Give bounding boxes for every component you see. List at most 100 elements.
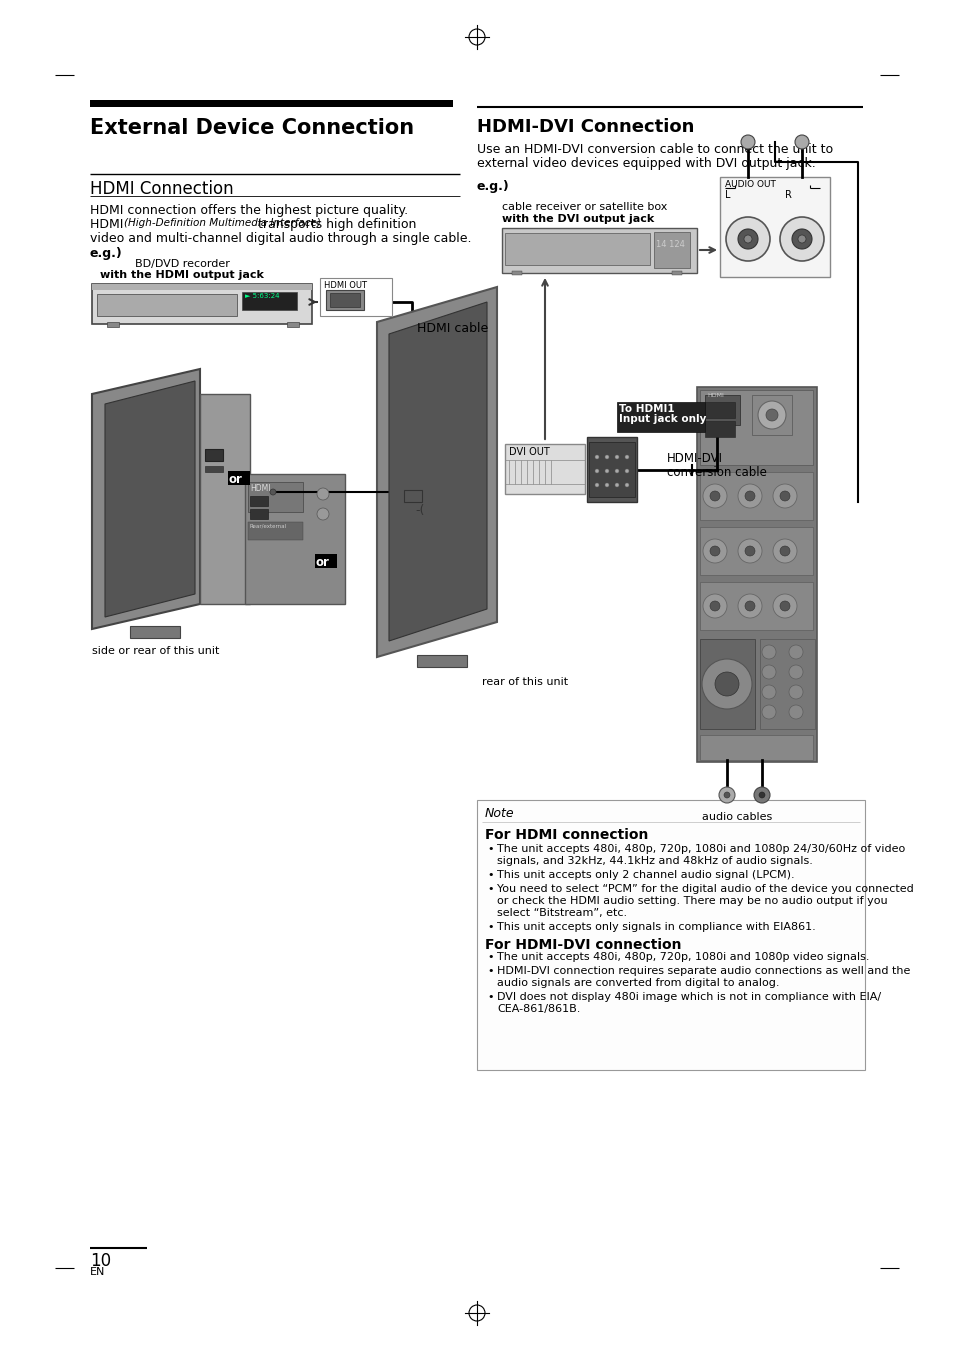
Text: Use an HDMI-DVI conversion cable to connect the unit to: Use an HDMI-DVI conversion cable to conn…: [476, 143, 832, 157]
Circle shape: [738, 539, 761, 563]
Text: HDMI-DVI connection requires separate audio connections as well and the: HDMI-DVI connection requires separate au…: [497, 967, 909, 976]
Bar: [330, 293, 359, 306]
Bar: [704, 421, 734, 437]
Bar: [720, 177, 829, 277]
Circle shape: [604, 483, 608, 487]
Circle shape: [709, 601, 720, 612]
Circle shape: [738, 594, 761, 618]
Bar: [671, 271, 681, 275]
Text: R: R: [784, 190, 791, 200]
Circle shape: [772, 485, 796, 508]
Circle shape: [744, 545, 754, 556]
Text: DVI does not display 480i image which is not in compliance with EIA/: DVI does not display 480i image which is…: [497, 992, 881, 1002]
Text: 10: 10: [90, 1251, 111, 1270]
Text: rear of this unit: rear of this unit: [481, 676, 568, 687]
Bar: [704, 402, 734, 418]
Text: or: or: [315, 556, 330, 568]
Circle shape: [595, 455, 598, 459]
Bar: [476, 801, 864, 1071]
Text: For HDMI connection: For HDMI connection: [484, 828, 648, 842]
Text: •: •: [486, 922, 493, 931]
Circle shape: [604, 468, 608, 472]
Text: e.g.): e.g.): [476, 180, 509, 193]
Text: HDMI: HDMI: [90, 217, 128, 231]
Circle shape: [794, 135, 808, 148]
Circle shape: [725, 217, 769, 261]
Circle shape: [772, 539, 796, 563]
Text: This unit accepts only signals in compliance with EIA861.: This unit accepts only signals in compli…: [497, 922, 815, 931]
Bar: [107, 323, 119, 327]
Circle shape: [624, 483, 628, 487]
Circle shape: [761, 705, 775, 720]
Text: HDMI: HDMI: [250, 485, 271, 493]
Text: HDMI OUT: HDMI OUT: [324, 281, 367, 290]
Bar: [242, 292, 296, 311]
Text: AUDIO OUT: AUDIO OUT: [724, 180, 775, 189]
Polygon shape: [91, 369, 200, 629]
Circle shape: [759, 792, 764, 798]
Text: video and multi-channel digital audio through a single cable.: video and multi-channel digital audio th…: [90, 232, 471, 244]
Circle shape: [743, 235, 751, 243]
Text: HDMI-DVI Connection: HDMI-DVI Connection: [476, 117, 694, 136]
Bar: [504, 444, 584, 494]
Text: external video devices equipped with DVI output jack.: external video devices equipped with DVI…: [476, 157, 815, 170]
Text: The unit accepts 480i, 480p, 720p, 1080i and 1080p 24/30/60Hz of video: The unit accepts 480i, 480p, 720p, 1080i…: [497, 844, 904, 855]
Text: EN: EN: [90, 1268, 105, 1277]
Circle shape: [761, 645, 775, 659]
Text: DVI OUT: DVI OUT: [509, 447, 549, 458]
Text: 14 124: 14 124: [656, 240, 684, 248]
Text: HDMI connection offers the highest picture quality.: HDMI connection offers the highest pictu…: [90, 204, 408, 217]
Bar: [704, 396, 740, 425]
Circle shape: [270, 489, 275, 495]
Bar: [91, 284, 312, 290]
Circle shape: [744, 601, 754, 612]
Text: ► 5:63:24: ► 5:63:24: [245, 293, 279, 298]
Text: The unit accepts 480i, 480p, 720p, 1080i and 1080p video signals.: The unit accepts 480i, 480p, 720p, 1080i…: [497, 952, 868, 963]
Bar: [205, 466, 223, 472]
Circle shape: [753, 787, 769, 803]
Circle shape: [615, 483, 618, 487]
Text: BD/DVD recorder: BD/DVD recorder: [134, 259, 230, 269]
Circle shape: [788, 666, 802, 679]
Text: HDMI cable: HDMI cable: [416, 323, 488, 335]
Circle shape: [702, 594, 726, 618]
Circle shape: [615, 455, 618, 459]
Circle shape: [740, 135, 754, 148]
Circle shape: [780, 491, 789, 501]
Bar: [751, 396, 791, 435]
Circle shape: [761, 684, 775, 699]
Circle shape: [624, 455, 628, 459]
Circle shape: [701, 659, 751, 709]
Circle shape: [797, 235, 805, 243]
Bar: [200, 394, 250, 603]
Text: L: L: [724, 190, 730, 200]
Text: External Device Connection: External Device Connection: [90, 117, 414, 138]
Text: with the DVI output jack: with the DVI output jack: [501, 215, 654, 224]
Bar: [319, 278, 392, 316]
Text: -(: -(: [415, 504, 424, 517]
Bar: [512, 271, 521, 275]
Bar: [228, 471, 250, 485]
Polygon shape: [376, 288, 497, 657]
Text: HDMI: HDMI: [706, 393, 723, 398]
Bar: [248, 482, 303, 512]
Text: Note: Note: [484, 807, 514, 819]
Text: audio signals are converted from digital to analog.: audio signals are converted from digital…: [497, 977, 779, 988]
Text: side or rear of this unit: side or rear of this unit: [91, 647, 219, 656]
Text: or check the HDMI audio setting. There may be no audio output if you: or check the HDMI audio setting. There m…: [497, 896, 886, 906]
Circle shape: [595, 483, 598, 487]
Circle shape: [719, 787, 734, 803]
Bar: [245, 474, 345, 603]
Bar: [760, 639, 814, 729]
Circle shape: [615, 468, 618, 472]
Circle shape: [738, 230, 758, 248]
Bar: [700, 734, 812, 760]
Circle shape: [709, 545, 720, 556]
Circle shape: [714, 672, 739, 697]
Polygon shape: [389, 302, 486, 641]
Text: •: •: [486, 844, 493, 855]
Bar: [501, 228, 697, 273]
Bar: [250, 495, 268, 506]
Bar: [314, 554, 336, 568]
Text: This unit accepts only 2 channel audio signal (LPCM).: This unit accepts only 2 channel audio s…: [497, 869, 794, 880]
